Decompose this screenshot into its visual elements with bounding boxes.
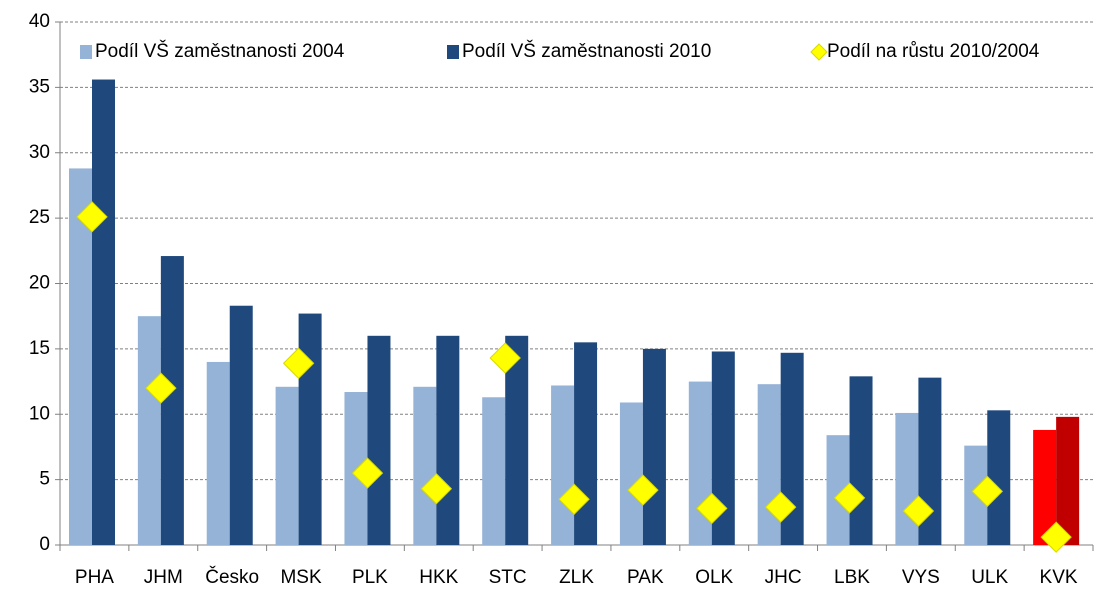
bar — [298, 313, 322, 545]
diamond-marker — [558, 483, 590, 515]
legend-label: Podíl VŠ zaměstnanosti 2010 — [462, 40, 711, 62]
x-tick-label: JHM — [144, 567, 183, 588]
bar — [1056, 416, 1080, 545]
diamond-marker — [1040, 521, 1072, 553]
bar — [619, 402, 643, 545]
diamond-marker — [696, 492, 728, 525]
x-tick-label: MSK — [280, 567, 322, 588]
diamond-marker — [420, 473, 453, 505]
bar — [275, 386, 299, 545]
bar — [436, 335, 460, 545]
y-tick-label: 35 — [29, 76, 50, 97]
x-tick-label: PLK — [352, 567, 388, 588]
bar — [895, 412, 919, 545]
bar — [137, 316, 161, 545]
bar — [413, 386, 437, 545]
x-tick-label: STC — [489, 567, 527, 588]
diamond-marker — [282, 347, 315, 379]
bar — [505, 335, 529, 545]
diamond-marker — [764, 491, 797, 523]
bar — [1033, 429, 1057, 545]
legend-label: Podíl na růstu 2010/2004 — [827, 41, 1040, 62]
diamond-marker — [145, 372, 177, 404]
bar — [551, 385, 575, 545]
bar — [780, 352, 804, 545]
x-tick-label: JHC — [765, 567, 802, 588]
y-tick-label: 10 — [29, 403, 50, 424]
bar — [229, 305, 253, 545]
bar — [367, 335, 391, 545]
x-tick-label: HKK — [419, 567, 458, 588]
legend-swatch — [810, 43, 828, 61]
diamond-marker — [971, 475, 1003, 508]
diamond-marker — [627, 474, 659, 506]
bar — [69, 168, 92, 545]
diamond-marker — [902, 495, 935, 527]
bar — [206, 361, 230, 545]
diamond-marker — [76, 201, 108, 233]
bar — [574, 342, 598, 545]
x-tick-label: ZLK — [559, 567, 594, 588]
legend-swatch — [80, 45, 92, 59]
x-tick-label: OLK — [695, 567, 733, 588]
bar — [849, 376, 873, 545]
x-tick-label: LBK — [834, 567, 870, 588]
diamond-marker — [489, 342, 521, 374]
bar — [826, 435, 850, 545]
x-tick-label: VYS — [902, 567, 940, 588]
y-tick-label: 0 — [39, 534, 50, 555]
x-tick-label: ULK — [971, 567, 1008, 588]
y-tick-label: 15 — [29, 338, 50, 359]
diamond-marker — [351, 457, 384, 489]
legend-swatch — [447, 45, 459, 59]
bar — [642, 348, 666, 545]
diamond-marker — [833, 482, 866, 514]
legend-label: Podíl VŠ zaměstnanosti 2004 — [95, 40, 345, 62]
y-tick-label: 20 — [29, 273, 50, 294]
bar — [92, 79, 115, 545]
y-tick-label: 40 — [29, 11, 50, 32]
y-tick-label: 30 — [29, 142, 50, 163]
bar — [344, 392, 368, 545]
x-tick-label: Česko — [205, 566, 259, 588]
bar — [482, 397, 506, 545]
bar — [160, 256, 184, 545]
x-tick-label: PAK — [627, 567, 664, 588]
bar — [757, 384, 781, 545]
y-tick-label: 5 — [39, 469, 50, 490]
bar — [987, 410, 1011, 545]
bar — [711, 351, 735, 545]
y-tick-label: 25 — [29, 207, 50, 228]
x-tick-label: PHA — [75, 567, 114, 588]
x-tick-label: KVK — [1040, 567, 1078, 588]
